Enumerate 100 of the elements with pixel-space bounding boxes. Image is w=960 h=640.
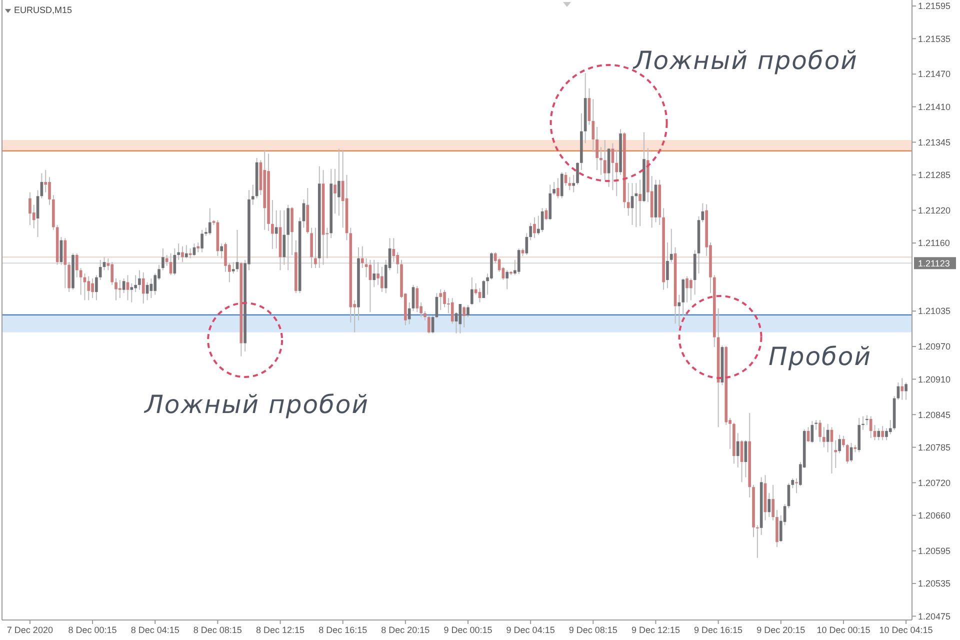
- candlestick: [208, 208, 212, 236]
- candlestick: [126, 274, 130, 301]
- candlestick: [772, 484, 774, 521]
- x-tick-label: 9 Dec 08:15: [568, 625, 618, 635]
- candlestick: [862, 416, 864, 430]
- candlestick: [95, 274, 98, 301]
- candlestick: [396, 252, 400, 274]
- candlestick: [118, 280, 122, 299]
- candlestick: [842, 435, 845, 448]
- y-tick-label: 1.21285: [918, 170, 951, 180]
- candlestick: [416, 286, 419, 313]
- candlestick: [533, 216, 536, 239]
- candlestick: [596, 126, 598, 170]
- candlestick: [603, 140, 606, 180]
- candlestick: [576, 162, 579, 186]
- candlestick: [556, 178, 560, 199]
- candlestick: [68, 262, 70, 293]
- candlestick: [310, 227, 313, 269]
- y-tick-label: 1.21035: [918, 306, 951, 316]
- y-tick-label: 1.21595: [918, 1, 951, 12]
- candlestick: [427, 315, 430, 334]
- candlestick: [838, 434, 841, 454]
- candlestick: [517, 248, 520, 275]
- annotation: Ложный пробой: [632, 46, 858, 75]
- y-tick-label: 1.20785: [918, 442, 951, 452]
- candlestick: [529, 222, 532, 241]
- ref-line-label: 1.21123: [918, 258, 950, 268]
- y-tick-label: 1.21160: [918, 238, 950, 248]
- candlestick: [756, 524, 759, 558]
- candlestick: [138, 270, 141, 290]
- annotation: Пробой: [768, 342, 872, 371]
- y-tick-label: 1.21345: [918, 137, 951, 148]
- candlestick: [177, 243, 180, 260]
- x-tick-label: 9 Dec 00:15: [444, 625, 492, 635]
- candlestick: [822, 426, 826, 448]
- candlestick: [846, 444, 849, 464]
- candlestick: [881, 426, 884, 441]
- candlestick: [360, 246, 364, 269]
- candlestick: [114, 278, 118, 301]
- candlestick: [314, 227, 317, 269]
- x-tick-label: 9 Dec 04:15: [506, 625, 555, 635]
- candlestick: [536, 215, 540, 236]
- y-tick-label: 1.20535: [918, 578, 951, 589]
- candlestick: [866, 414, 868, 426]
- candlestick: [181, 246, 184, 263]
- candlestick: [904, 382, 908, 400]
- candlestick: [142, 272, 145, 304]
- candlestick: [412, 284, 415, 312]
- y-tick-label: 1.21535: [918, 34, 951, 44]
- candlestick: [690, 278, 692, 301]
- candlestick: [568, 176, 572, 191]
- y-tick-label: 1.21470: [918, 69, 951, 80]
- candlestick: [834, 440, 838, 468]
- candlestick: [274, 210, 278, 249]
- annotation: Ложный пробой: [144, 390, 369, 419]
- candlestick: [376, 262, 380, 286]
- candlestick: [686, 276, 688, 303]
- candlestick: [162, 248, 164, 271]
- candlestick: [232, 262, 235, 274]
- x-tick-label: 8 Dec 00:15: [68, 625, 117, 635]
- candlestick: [525, 232, 528, 256]
- candlestick: [28, 192, 32, 226]
- candlestick: [439, 288, 442, 310]
- x-tick-label: 10 Dec 00:15: [816, 625, 870, 635]
- candlestick: [462, 306, 466, 328]
- candlestick: [165, 254, 168, 266]
- candlestick: [552, 181, 556, 196]
- candlestick: [869, 416, 872, 439]
- x-tick-label: 8 Dec 12:15: [256, 625, 305, 635]
- candlestick: [682, 278, 685, 316]
- candlestick: [900, 378, 904, 400]
- x-tick-label: 8 Dec 08:15: [193, 625, 242, 635]
- candlestick: [615, 149, 618, 197]
- candlestick: [122, 278, 126, 294]
- x-tick-label: 10 Dec 04:15: [879, 625, 933, 635]
- candlestick: [431, 314, 434, 334]
- candlestick: [154, 272, 157, 296]
- candlestick: [506, 270, 509, 290]
- candlestick: [736, 432, 740, 468]
- y-tick-label: 1.20720: [918, 478, 951, 488]
- candlestick: [670, 228, 673, 263]
- candlestick: [626, 182, 630, 216]
- y-tick-label: 1.20970: [918, 342, 951, 352]
- candlestick: [380, 266, 384, 293]
- candlestick: [48, 176, 51, 206]
- candlestick: [98, 259, 102, 281]
- candlestick: [338, 148, 340, 216]
- candlestick: [818, 420, 822, 442]
- candlestick: [885, 428, 888, 441]
- candlestick: [102, 256, 106, 271]
- candlestick: [364, 258, 368, 278]
- candlestick: [79, 268, 82, 296]
- candlestick: [290, 206, 294, 256]
- candlestick: [271, 199, 274, 250]
- candlestick: [600, 146, 602, 176]
- candlestick: [450, 298, 454, 324]
- candlestick: [130, 282, 134, 303]
- candlestick: [91, 278, 94, 299]
- candlestick: [768, 492, 771, 518]
- x-tick-label: 9 Dec 20:15: [756, 625, 806, 635]
